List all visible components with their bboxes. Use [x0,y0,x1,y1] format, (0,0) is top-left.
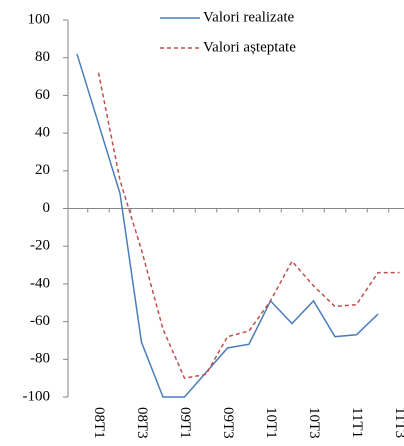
x-tick-label: 11T3 [392,407,404,438]
y-tick-label: 60 [35,87,50,103]
series-line [76,53,379,398]
x-tick-label: 10T1 [263,407,279,439]
x-tick-label: 08T1 [91,407,107,439]
y-tick-label: 100 [28,11,51,27]
y-tick-label: -80 [30,351,50,367]
y-tick-label: 80 [35,49,50,65]
y-tick-label: 20 [35,162,50,178]
legend-label: Valori realizate [203,9,295,25]
y-tick-label: -40 [30,275,50,291]
series-line [97,72,400,379]
x-tick-label: 09T1 [177,407,193,439]
legend-label: Valori așteptate [203,39,296,55]
y-tick-label: -100 [23,388,51,404]
y-tick-label: 40 [35,125,50,141]
x-tick-label: 11T1 [349,407,365,438]
x-tick-label: 09T3 [220,407,236,439]
y-tick-label: -60 [30,313,50,329]
x-tick-label: 10T3 [306,407,322,439]
y-tick-label: 0 [43,200,51,216]
x-tick-label: 08T3 [134,407,150,439]
y-tick-label: -20 [30,238,50,254]
